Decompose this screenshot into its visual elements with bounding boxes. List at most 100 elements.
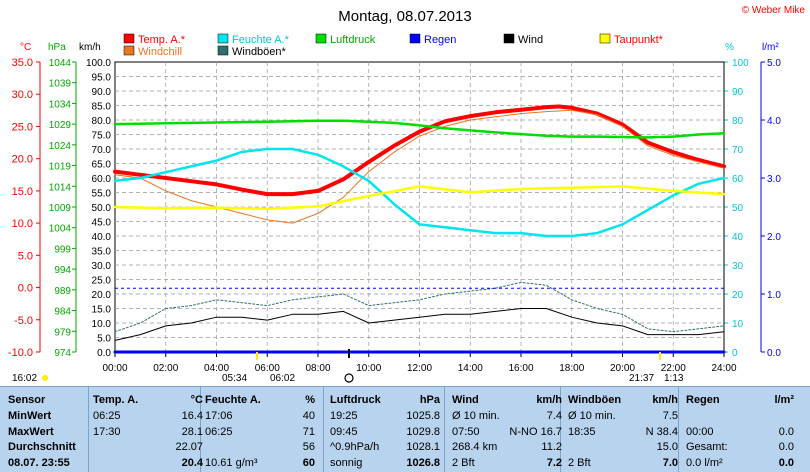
wind-tick-label: 10.0	[92, 319, 112, 330]
table-row-label: MaxWert	[8, 425, 54, 438]
press-tick-label: 1024	[49, 141, 72, 152]
sun-left-time: 16:02	[12, 373, 37, 384]
table-header: Regen	[686, 394, 720, 406]
wind-tick-label: 75.0	[92, 131, 112, 142]
x-tick-label: 22:00	[661, 363, 686, 374]
table-cell: 09:45	[330, 425, 358, 438]
table-row-label: 08.07. 23:55	[8, 456, 70, 469]
rain-tick-label: 1.0	[767, 290, 781, 301]
chart-title: Montag, 08.07.2013	[338, 8, 471, 25]
series-line	[114, 281, 725, 333]
legend-label: Regen	[424, 34, 456, 46]
hum-tick-label: 40	[732, 232, 744, 243]
table-cell: 18:35	[568, 425, 596, 438]
press-tick-label: 1009	[49, 203, 72, 214]
temp-tick-label: 35.0	[12, 57, 33, 69]
table-cell: 00:00	[686, 425, 714, 438]
table-header: Windböen	[568, 394, 622, 406]
temp-tick-label: 5.0	[18, 250, 33, 262]
table-cell-value: 7.0	[662, 456, 678, 469]
table-header: Sensor	[8, 394, 46, 406]
press-tick-label: 989	[54, 286, 71, 297]
legend-swatch	[503, 33, 515, 44]
table-cell: 0.0 l/m²	[686, 456, 723, 469]
hum-tick-label: 50	[732, 203, 744, 214]
table-header-unit: km/h	[536, 394, 562, 406]
wind-tick-label: 90.0	[92, 87, 112, 98]
table-cell-value: N-NO 16.7	[509, 425, 562, 438]
table-cell: 2 Bft	[568, 456, 591, 469]
x-tick-label: 08:00	[305, 363, 330, 374]
wind-tick-label: 30.0	[92, 261, 112, 272]
table-divider	[444, 387, 445, 472]
table-row-label: MinWert	[8, 410, 52, 422]
table-cell-value: 7.4	[546, 410, 562, 422]
press-tick-label: 974	[54, 348, 71, 359]
legend-swatch	[599, 33, 611, 44]
hum-tick-label: 80	[732, 116, 744, 127]
hum-tick-label: 70	[732, 145, 744, 156]
hum-tick-label: 20	[732, 290, 744, 301]
table-cell: 10.61 g/m³	[205, 456, 258, 469]
press-tick-label: 999	[54, 244, 71, 255]
legend-label: Luftdruck	[330, 34, 376, 46]
press-tick-label: 994	[54, 265, 71, 276]
table-cell-value: 0.0	[778, 425, 794, 438]
table-cell-value: 1029.8	[406, 425, 440, 438]
table-header: Luftdruck	[330, 394, 381, 406]
table-header-unit: hPa	[419, 394, 440, 406]
series-line	[114, 308, 725, 341]
rain-tick-label: 3.0	[767, 174, 781, 185]
table-cell: 06:25	[205, 425, 233, 438]
hum-unit: %	[725, 42, 734, 53]
table-cell: 17:30	[93, 425, 121, 438]
press-tick-label: 1019	[49, 162, 72, 173]
wind-tick-label: 70.0	[92, 145, 112, 156]
wind-tick-label: 0.0	[97, 348, 111, 359]
wind-unit: km/h	[79, 42, 101, 53]
wind-tick-label: 15.0	[92, 305, 112, 316]
table-cell-value: N 38.4	[645, 425, 678, 438]
noon-time: 06:02	[270, 373, 295, 384]
sun-dot	[42, 375, 48, 381]
wind-tick-label: 35.0	[92, 247, 112, 258]
legend-swatch	[217, 33, 229, 44]
series-line	[113, 147, 726, 238]
table-cell-value: 40	[302, 410, 315, 422]
table-cell: Ø 10 min.	[452, 410, 500, 422]
hum-tick-label: 30	[732, 261, 744, 272]
table-cell-value: 16.4	[181, 410, 203, 422]
table-cell-value: 1025.8	[406, 410, 440, 422]
x-tick-label: 00:00	[102, 363, 127, 374]
weather-chart: Montag, 08.07.2013 © Weber Mike °C hPa k…	[7, 5, 806, 384]
temp-tick-label: 25.0	[12, 121, 33, 133]
wind-tick-label: 80.0	[92, 116, 112, 127]
series-layer	[113, 104, 726, 354]
table-cell: 2 Bft	[452, 456, 475, 469]
table-cell-value: 0.0	[778, 456, 794, 469]
hum-tick-label: 100	[732, 58, 749, 69]
legend-label: Wind	[518, 34, 543, 46]
legend-swatch	[123, 33, 135, 44]
table-cell: Ø 10 min.	[568, 410, 616, 422]
table-header: Temp. A.	[93, 394, 139, 406]
wind-tick-label: 50.0	[92, 203, 112, 214]
press-tick-label: 979	[54, 327, 71, 338]
legend: Temp. A.* Feuchte A.* Luftdruck Regen Wind Ta…	[123, 33, 664, 58]
table-header-unit: km/h	[652, 394, 678, 406]
table-cell: Gesamt:	[686, 441, 728, 453]
table-cell: 07:50	[452, 425, 480, 438]
rain-tick-label: 2.0	[767, 232, 781, 243]
wind-tick-label: 85.0	[92, 102, 112, 113]
table-divider	[200, 387, 201, 472]
table-cell-value: 1026.8	[406, 456, 440, 469]
press-tick-label: 1004	[49, 224, 72, 235]
x-tick-label: 12:00	[407, 363, 432, 374]
wind-tick-label: 60.0	[92, 174, 112, 185]
table-cell-value: 60	[302, 456, 315, 469]
table-divider	[88, 387, 89, 472]
table-cell-value: 7.5	[662, 410, 678, 422]
legend-label: Windchill	[138, 46, 182, 58]
table-cell-value: 71	[302, 425, 315, 438]
hum-tick-label: 90	[732, 87, 744, 98]
